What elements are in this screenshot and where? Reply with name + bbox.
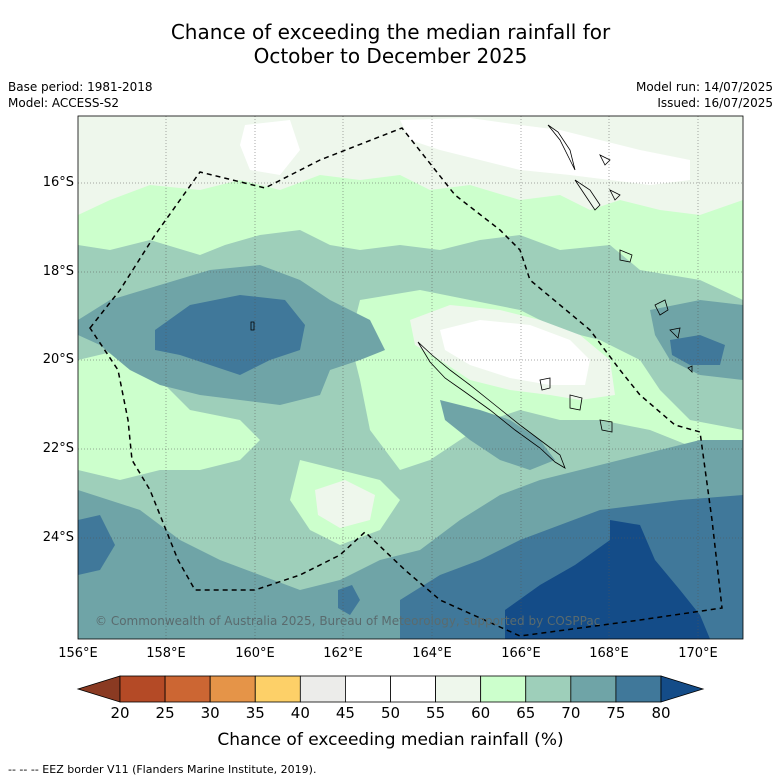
lon-tick-160e: 160°E [235,646,275,661]
fill-50-55-northeast [400,118,690,185]
contour-fills [78,116,743,639]
fill-70-75-coast [440,400,555,470]
colorbar-segment [435,675,482,703]
lon-tick-164e: 164°E [412,646,452,661]
colorbar-tick-label: 55 [426,704,446,722]
colorbar-segment [525,675,572,703]
colorbar-segment [480,675,527,703]
fill-75-80-east [670,335,725,365]
issued-date: Issued: 16/07/2025 [657,96,773,110]
model-name: Model: ACCESS-S2 [8,96,120,110]
fill-50-55-centre [440,320,590,385]
colorbar-tick-label: 60 [471,704,491,722]
fill-55-60-south [315,480,375,528]
colorbar-tick-label: 20 [110,704,130,722]
lon-tick-162e: 162°E [323,646,363,661]
solomon-spot [250,321,255,331]
new-caledonia-coast [417,341,566,469]
vanuatu-coast [547,124,633,263]
colorbar-segment [345,675,391,703]
colorbar-tick-label: 25 [155,704,175,722]
colorbar-tick-label: 40 [290,704,310,722]
title-line-2: October to December 2025 [253,44,528,68]
loyalty-islands-coast [539,377,613,433]
colorbar-extend-low [76,675,121,703]
colorbar-segment [299,675,346,703]
colorbar-tick-label: 35 [245,704,265,722]
lon-tick-156e: 156°E [58,646,98,661]
map-title: Chance of exceeding the median rainfall … [0,20,781,68]
colorbar-tick-label: 50 [380,704,401,722]
colorbar-tick-label: 80 [651,704,671,722]
fill-60-65-southwest [78,350,260,480]
colorbar-segment [570,675,617,703]
colorbar-label: Chance of exceeding median rainfall (%) [217,730,564,750]
colorbar-segment [390,675,436,703]
colorbar-tick-label: 75 [606,704,626,722]
map-frame [77,115,744,640]
lon-tick-170e: 170°E [678,646,718,661]
colorbar-extend-high [660,675,705,703]
fiji-west-coast [654,299,693,373]
lon-tick-166e: 166°E [501,646,541,661]
lat-tick-22s: 22°S [42,441,74,456]
colorbar-tick-label: 70 [561,704,581,722]
fill-75-80-west [155,295,305,375]
fill-80-plus [505,520,710,639]
lat-tick-24s: 24°S [42,530,74,545]
meta-left: Base period: 1981-2018 Model: ACCESS-S2 [8,79,153,111]
copyright-notice: © Commonwealth of Australia 2025, Bureau… [95,614,601,628]
eez-border [89,127,723,637]
coastlines [250,124,693,469]
lon-tick-158e: 158°E [146,646,186,661]
base-period: Base period: 1981-2018 [8,80,153,94]
lon-tick-168e: 168°E [589,646,629,661]
model-run: Model run: 14/07/2025 [635,80,773,94]
lat-tick-16s: 16°S [42,175,74,190]
colorbar-tick-label: 65 [516,704,536,722]
lat-tick-20s: 20°S [42,352,74,367]
colorbar-segment [119,675,166,703]
colorbar-segment [209,675,256,703]
colorbar-tick-label: 30 [200,704,220,722]
colorbar-segment [164,675,211,703]
gridlines [78,116,743,639]
fill-75-80-spot [338,585,360,615]
title-line-1: Chance of exceeding the median rainfall … [170,20,611,44]
colorbar [76,675,705,703]
colorbar-segment [254,675,301,703]
colorbar-segment [615,675,662,703]
colorbar-tick-label: 45 [335,704,355,722]
fill-75-80-southwest [78,515,115,575]
lat-tick-18s: 18°S [42,264,74,279]
meta-right: Model run: 14/07/2025 Issued: 16/07/2025 [636,79,773,111]
eez-legend-footer: -- -- -- EEZ border V11 (Flanders Marine… [8,763,317,776]
